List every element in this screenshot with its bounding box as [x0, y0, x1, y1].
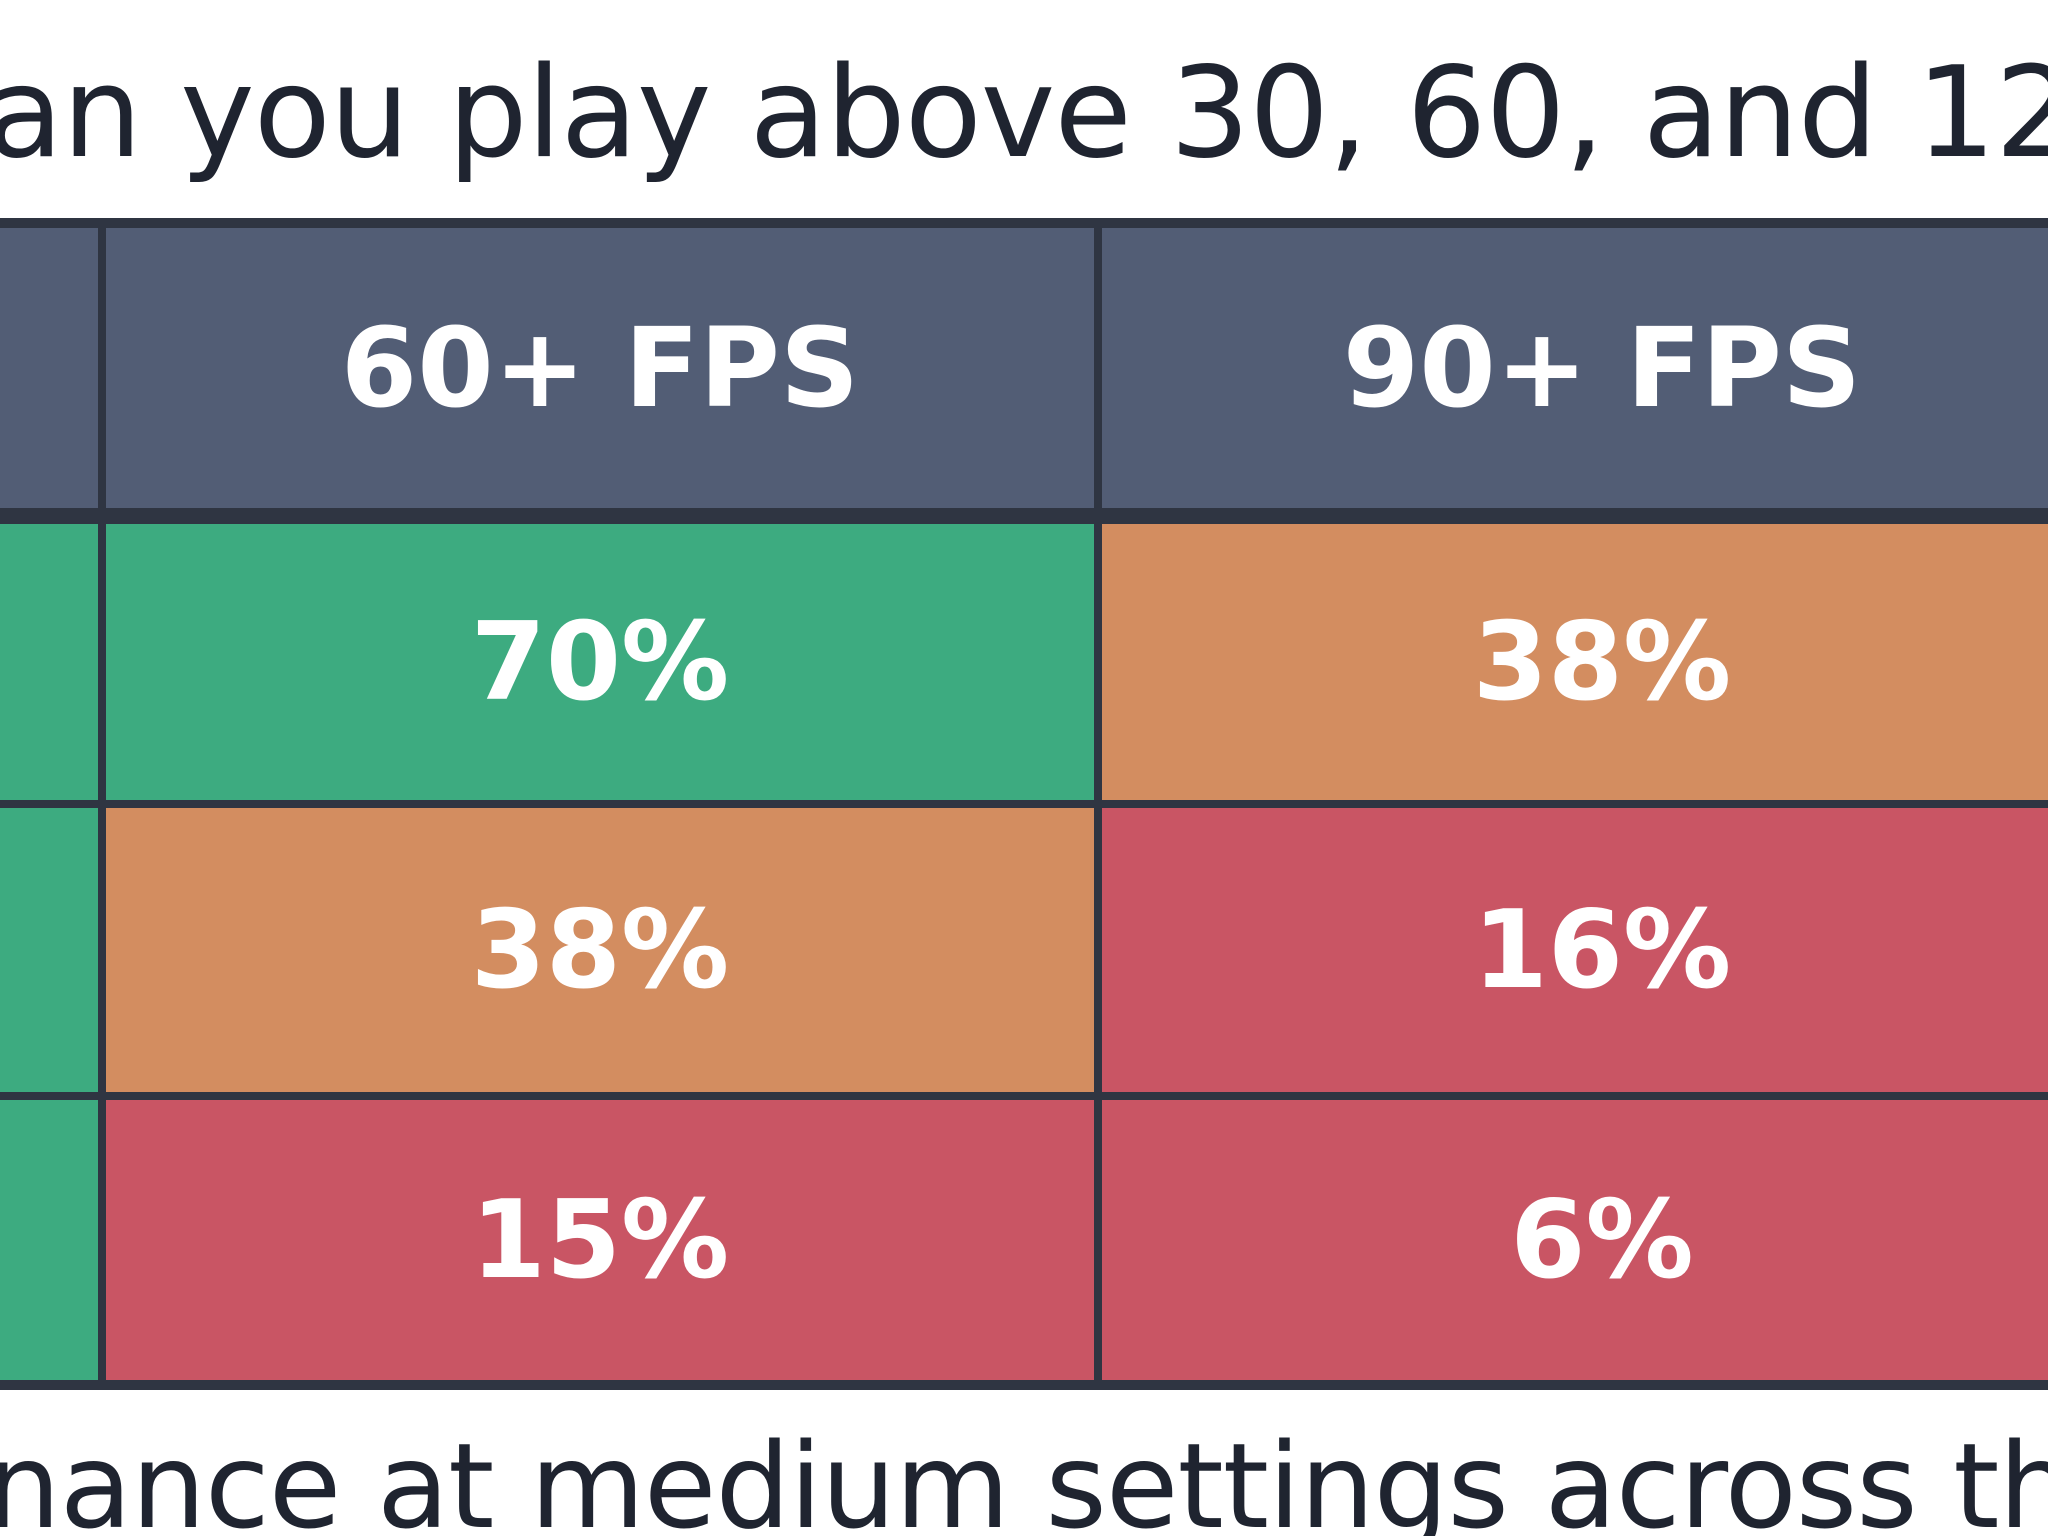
row-2-60fps-value: 38% — [470, 887, 730, 1013]
table-caption: nance at medium settings across the top — [0, 1417, 2048, 1536]
row-3-90fps-cell: 6% — [1102, 1100, 2048, 1380]
header-cell-60fps: 60+ FPS — [106, 228, 1094, 508]
row-3-90fps-value: 6% — [1510, 1177, 1694, 1303]
row-1-60fps-cell: 70% — [106, 524, 1094, 800]
row-2-60fps-cell: 38% — [106, 808, 1094, 1092]
row-3-60fps-value: 15% — [470, 1177, 730, 1303]
fps-table: 60+ FPS 90+ FPS 70% 38% 38% 16% 15% — [0, 218, 2048, 1390]
row-3-label-cell — [0, 1100, 98, 1380]
row-2-90fps-cell: 16% — [1102, 808, 2048, 1092]
row-1-90fps-cell: 38% — [1102, 524, 2048, 800]
header-90fps-text: 90+ FPS — [1342, 304, 1862, 432]
row-2-90fps-value: 16% — [1472, 887, 1732, 1013]
row-2-label-cell — [0, 808, 98, 1092]
row-3-60fps-cell: 15% — [106, 1100, 1094, 1380]
header-cell-90fps: 90+ FPS — [1102, 228, 2048, 508]
row-1-label-cell — [0, 524, 98, 800]
row-1-90fps-value: 38% — [1472, 599, 1732, 725]
row-1-60fps-value: 70% — [470, 599, 730, 725]
header-cell-label — [0, 228, 98, 508]
header-60fps-text: 60+ FPS — [340, 304, 860, 432]
section-heading: an you play above 30, 60, and 120 F — [0, 39, 2048, 186]
